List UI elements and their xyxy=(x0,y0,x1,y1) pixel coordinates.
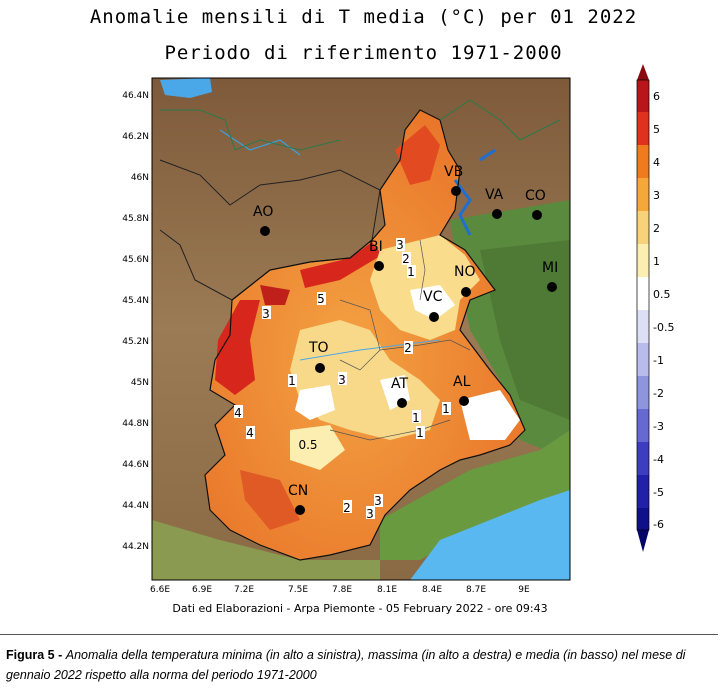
colorbar-label: -2 xyxy=(653,387,664,400)
y-tick: 44.2N xyxy=(122,542,149,552)
swiss-border xyxy=(439,99,561,141)
city-label: VA xyxy=(485,187,504,203)
y-tick: 45.4N xyxy=(122,296,149,306)
piemonte-border xyxy=(204,109,526,561)
city-label: AT xyxy=(391,376,408,392)
city-dot xyxy=(295,505,305,515)
city-label: CO xyxy=(525,188,546,204)
y-tick: 46.4N xyxy=(122,91,149,101)
y-tick: 45.6N xyxy=(122,255,149,265)
map-subtitle: Periodo di riferimento 1971-2000 xyxy=(164,42,563,64)
city-label: VB xyxy=(444,164,463,180)
colorbar-label: 5 xyxy=(653,123,660,136)
isoline-label: 1 xyxy=(288,374,296,388)
isoline-label: 3 xyxy=(374,494,382,508)
city-dot xyxy=(397,398,407,408)
isoline-label: 2 xyxy=(343,501,351,515)
map-frame xyxy=(151,77,571,581)
caption-text: Anomalia della temperatura minima (in al… xyxy=(6,648,686,682)
x-tick: 8.1E xyxy=(377,585,397,595)
figure-caption: Figura 5 - Anomalia della temperatura mi… xyxy=(6,645,706,685)
credit-line: Dati ed Elaborazioni - Arpa Piemonte - 0… xyxy=(172,602,548,615)
y-tick: 44.6N xyxy=(122,460,149,470)
city-dot xyxy=(451,186,461,196)
city-label: TO xyxy=(308,340,329,356)
colorbar-label: -5 xyxy=(653,486,664,499)
city-label: MI xyxy=(542,260,558,276)
isoline-label: 5 xyxy=(317,292,325,306)
y-tick: 45.2N xyxy=(122,337,149,347)
colorbar-label: 3 xyxy=(653,189,660,202)
city-dot xyxy=(532,210,542,220)
x-axis: 6.6E 6.9E 7.2E 7.5E 7.8E 8.1E 8.4E 8.7E … xyxy=(150,585,530,595)
anomaly-map: 46.4N 46.2N 46N 45.8N 45.6N 45.4N 45.2N … xyxy=(122,64,674,595)
city-label: VC xyxy=(423,289,443,305)
city-dot xyxy=(429,312,439,322)
isoline-label: 2 xyxy=(402,252,410,266)
city-dot xyxy=(260,226,270,236)
city-dot xyxy=(492,209,502,219)
colorbar-label: 1 xyxy=(653,255,660,268)
color-bar: 6 5 4 3 2 1 0.5 -0.5 -1 -2 -3 -4 -5 -6 xyxy=(636,64,674,552)
y-tick: 46N xyxy=(131,173,149,183)
isoline-label: 2 xyxy=(404,341,412,355)
colorbar-top-arrow xyxy=(637,64,649,80)
lake-geneva xyxy=(160,78,212,98)
city-markers: VB VA CO AO BI NO MI VC TO AT AL CN xyxy=(253,164,558,515)
city-label: NO xyxy=(454,264,476,280)
colorbar-label: 6 xyxy=(653,90,660,103)
isoline-label: 3 xyxy=(396,238,404,252)
y-tick: 44.8N xyxy=(122,419,149,429)
x-tick: 7.2E xyxy=(234,585,254,595)
isoline-label: 4 xyxy=(246,426,254,440)
x-tick: 9E xyxy=(518,585,530,595)
x-tick: 6.9E xyxy=(192,585,212,595)
colorbar-label: -6 xyxy=(653,518,664,531)
isoline-label: 1 xyxy=(407,265,415,279)
sea xyxy=(410,490,570,580)
city-dot xyxy=(315,363,325,373)
isoline-label: 3 xyxy=(338,373,346,387)
colorbar-label: 4 xyxy=(653,156,660,169)
x-tick: 7.5E xyxy=(288,585,308,595)
city-label: BI xyxy=(369,239,383,255)
y-tick: 46.2N xyxy=(122,132,149,142)
map-canvas xyxy=(152,78,570,580)
isoline-label: 4 xyxy=(234,406,242,420)
isoline-label: 3 xyxy=(366,507,374,521)
colorbar-label: -1 xyxy=(653,354,664,367)
city-dot xyxy=(459,396,469,406)
x-tick: 8.7E xyxy=(466,585,486,595)
colorbar-bottom-arrow xyxy=(637,530,649,552)
x-tick: 6.6E xyxy=(150,585,170,595)
isoline-labels: 3 2 1 5 3 2 3 1 1 1 1 4 4 0.5 2 3 3 xyxy=(234,238,451,521)
colorbar-label: -4 xyxy=(653,453,664,466)
x-tick: 7.8E xyxy=(332,585,352,595)
y-axis: 46.4N 46.2N 46N 45.8N 45.6N 45.4N 45.2N … xyxy=(122,91,149,552)
caption-label: Figura 5 - xyxy=(6,648,63,662)
city-dot xyxy=(461,287,471,297)
x-tick: 8.4E xyxy=(422,585,442,595)
colorbar-label: 0.5 xyxy=(653,288,671,301)
colorbar-label: -0.5 xyxy=(653,321,674,334)
colorbar-label: -3 xyxy=(653,420,664,433)
city-label: CN xyxy=(288,483,308,499)
city-dot xyxy=(374,261,384,271)
isoline-label: 1 xyxy=(416,426,424,440)
city-label: AL xyxy=(453,374,471,390)
isoline-label: 1 xyxy=(412,411,420,425)
isoline-label: 1 xyxy=(442,402,450,416)
city-dot xyxy=(547,282,557,292)
y-tick: 45N xyxy=(131,378,149,388)
colorbar-label: 2 xyxy=(653,222,660,235)
isoline-label: 0.5 xyxy=(298,438,317,452)
isoline-label: 3 xyxy=(262,307,270,321)
y-tick: 45.8N xyxy=(122,214,149,224)
city-label: AO xyxy=(253,204,273,220)
y-tick: 44.4N xyxy=(122,501,149,511)
divider xyxy=(0,634,718,635)
map-title: Anomalie mensili di T media (°C) per 01 … xyxy=(89,6,638,28)
